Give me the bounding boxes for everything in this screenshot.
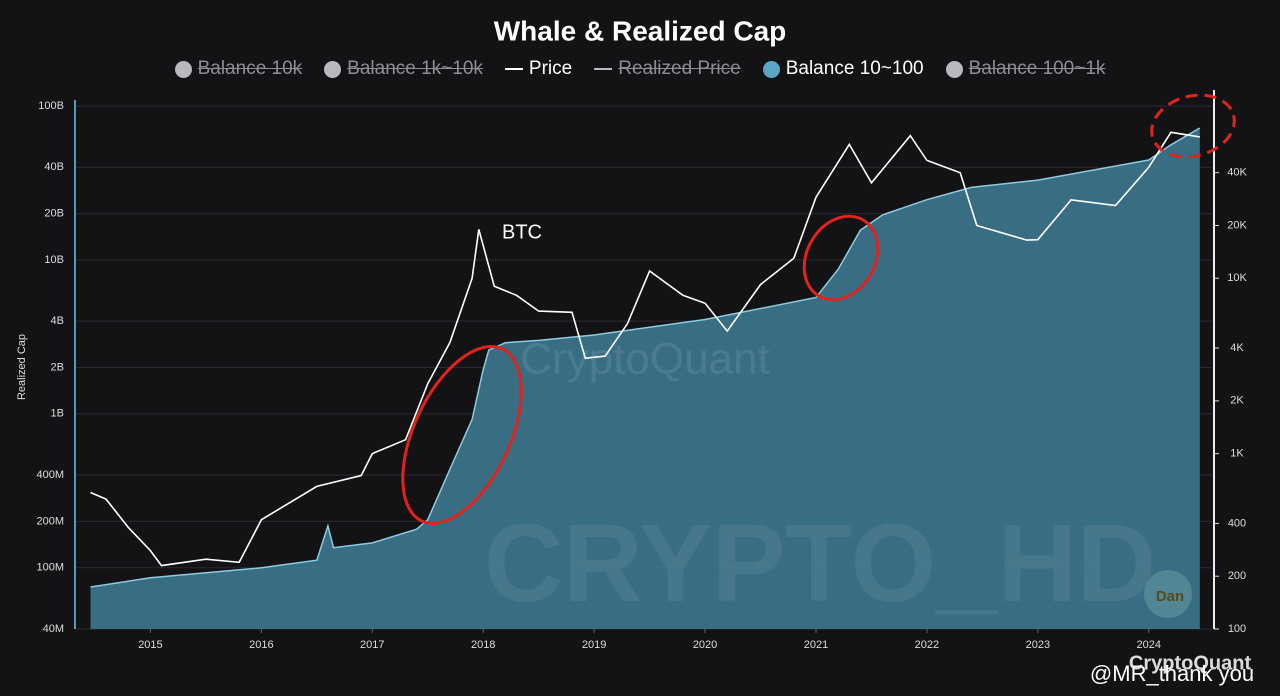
legend-label: Price <box>528 58 573 79</box>
legend-swatch <box>945 60 963 78</box>
y2-tick-label: 100 <box>1228 623 1246 635</box>
legend-item[interactable]: Balance 100~1k <box>945 58 1106 80</box>
y-tick-label: 20B <box>44 207 64 219</box>
legend-swatch <box>174 60 192 78</box>
annotation: BTC <box>502 221 542 243</box>
y-tick-label: 2B <box>51 361 64 373</box>
legend-label: Balance 10~100 <box>785 58 924 79</box>
y2-tick-label: 4K <box>1230 342 1244 354</box>
legend-item[interactable]: Balance 10k <box>174 58 303 80</box>
highlight-ellipse <box>802 214 880 302</box>
legend: Balance 10k Balance 1k~10k Price Realized P… <box>0 58 1280 80</box>
y-tick-label: 4B <box>51 315 64 327</box>
y-tick-label: 1B <box>51 408 64 420</box>
x-tick-label: 2019 <box>582 639 606 651</box>
x-tick-label: 2021 <box>804 639 828 651</box>
watermark: CryptoQuant <box>520 335 769 384</box>
watermark: CRYPTO_HD <box>484 502 1156 625</box>
legend-item[interactable]: Price <box>504 58 573 80</box>
highlight-ellipse <box>401 345 523 525</box>
y2-tick-label: 10K <box>1227 272 1247 284</box>
y-tick-label: 10B <box>44 254 64 266</box>
legend-item[interactable]: Realized Price <box>594 58 741 80</box>
legend-swatch <box>594 68 613 70</box>
y2-tick-label: 400 <box>1228 517 1246 529</box>
legend-item[interactable]: Balance 10~100 <box>762 58 924 80</box>
x-tick-label: 2022 <box>915 639 939 651</box>
x-tick-label: 2017 <box>360 639 384 651</box>
legend-label: Balance 1k~10k <box>347 58 483 79</box>
legend-item[interactable]: Balance 1k~10k <box>324 58 483 80</box>
y-tick-label: 40M <box>43 623 64 635</box>
y-tick-label: 400M <box>36 469 64 481</box>
watermark: @MR_thank you <box>1090 661 1254 686</box>
y-tick-label: 100B <box>38 100 64 112</box>
y2-tick-label: 200 <box>1228 570 1246 582</box>
legend-swatch <box>504 68 523 70</box>
watermark: Dan <box>1156 588 1184 605</box>
y2-tick-label: 1K <box>1230 448 1244 460</box>
area <box>90 128 1200 629</box>
legend-label: Realized Price <box>618 58 741 79</box>
price-line <box>90 131 1200 567</box>
y2-tick-label: 40K <box>1227 167 1247 179</box>
x-tick-label: 2015 <box>138 639 162 651</box>
chart-title: Whale & Realized Cap <box>494 15 787 46</box>
legend-swatch <box>762 60 780 78</box>
legend-label: Balance 10k <box>197 58 303 79</box>
y2-tick-label: 2K <box>1230 395 1244 407</box>
x-tick-label: 2024 <box>1137 639 1161 651</box>
x-tick-label: 2020 <box>693 639 717 651</box>
y-tick-label: 200M <box>36 515 64 527</box>
legend-swatch <box>324 60 342 78</box>
y-tick-label: 100M <box>36 562 64 574</box>
x-tick-label: 2018 <box>471 639 495 651</box>
y-axis-title: Realized Cap <box>16 334 28 400</box>
watermark: CryptoQuant <box>1129 652 1252 674</box>
y-tick-label: 40B <box>44 161 64 173</box>
x-tick-label: 2023 <box>1026 639 1050 651</box>
legend-label: Balance 100~1k <box>968 58 1106 79</box>
y2-tick-label: 20K <box>1227 219 1247 231</box>
area-edge <box>90 127 1201 588</box>
x-tick-label: 2016 <box>249 639 273 651</box>
